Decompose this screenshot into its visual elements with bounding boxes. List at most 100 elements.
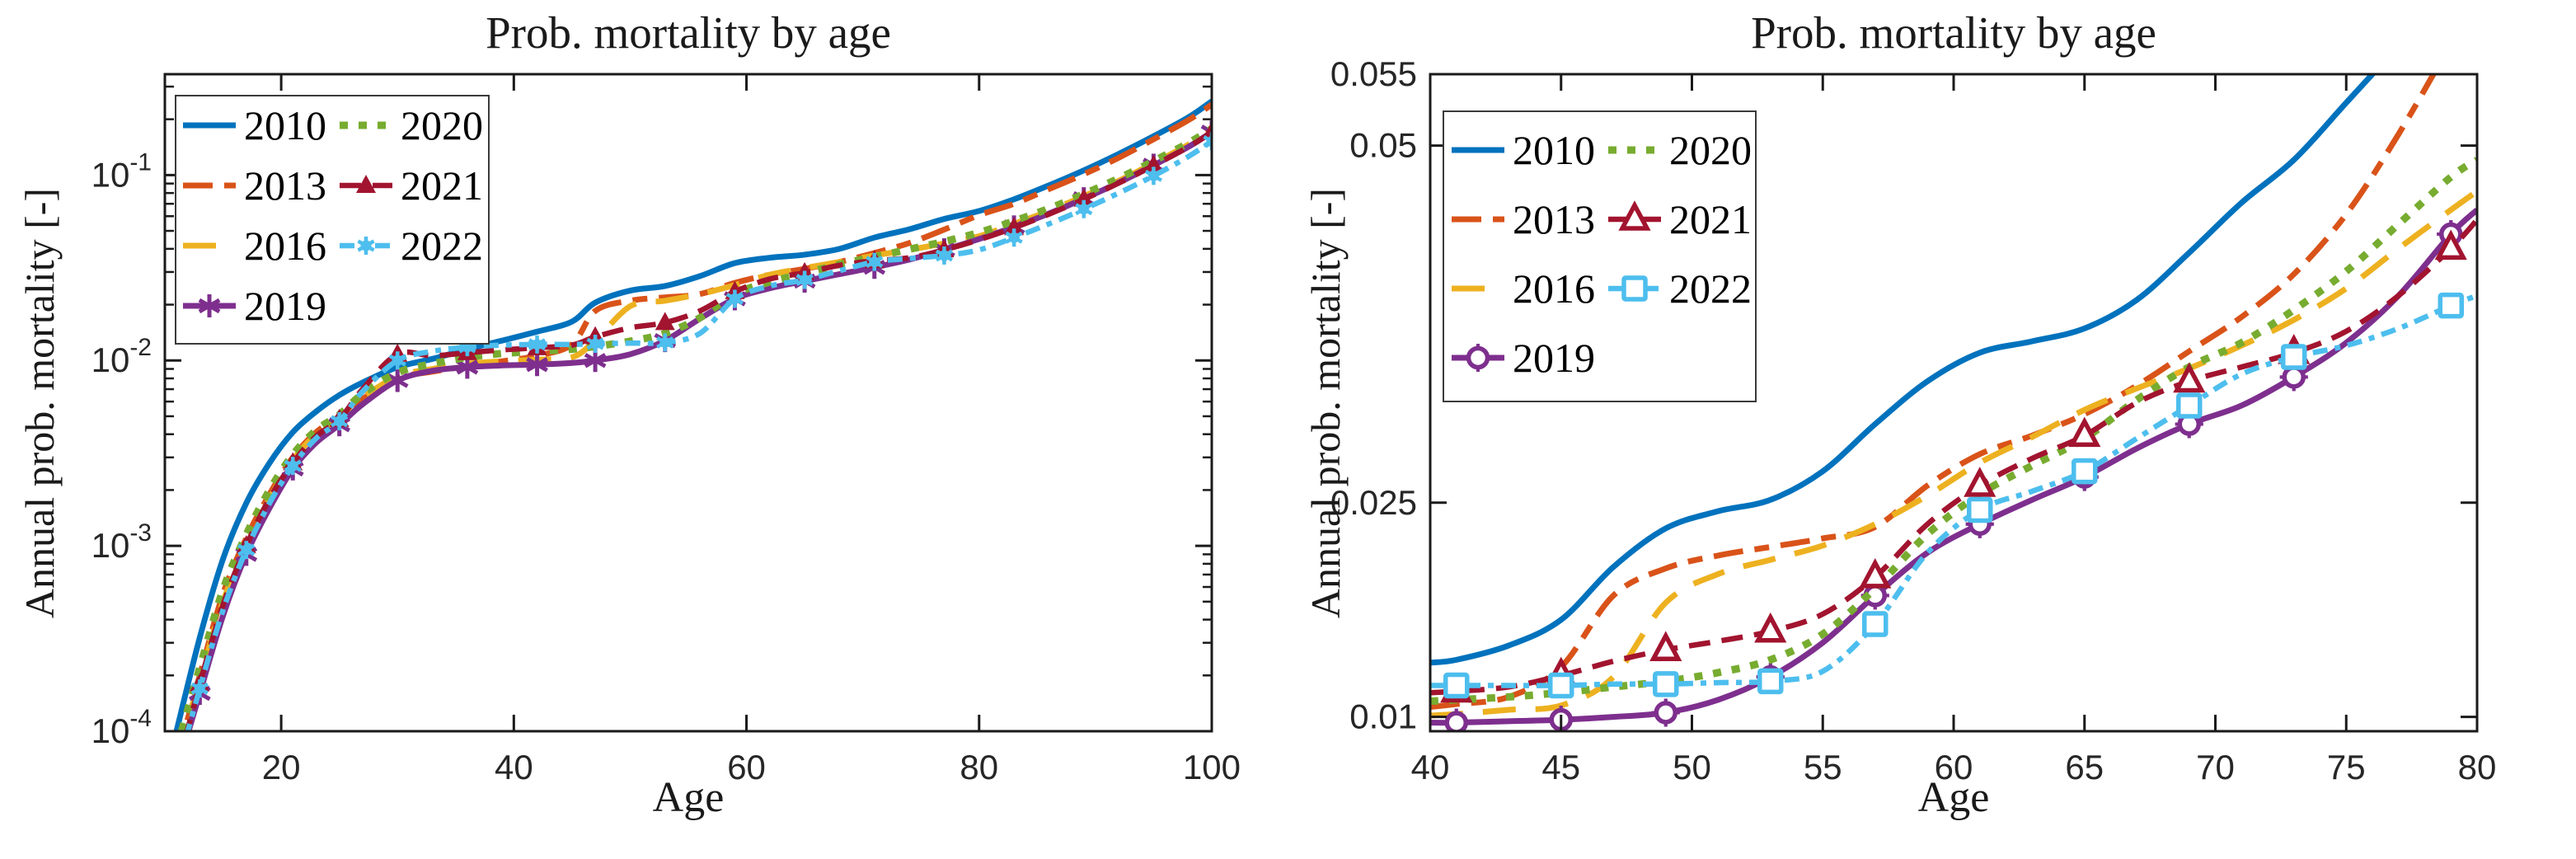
tri-open-marker <box>1649 631 1682 661</box>
sq-open-marker <box>1653 671 1679 697</box>
tri-open-marker <box>2434 229 2467 261</box>
series-2022 <box>185 132 1212 731</box>
legend-label: 2021 <box>401 162 483 209</box>
series-2020 <box>1430 157 2477 706</box>
circlestar-marker <box>1651 698 1680 727</box>
plot-area <box>173 98 1212 731</box>
dotstar-marker <box>388 351 406 370</box>
legend-entry-2013: 2013 <box>1452 196 1595 242</box>
tri-filled-marker <box>655 312 675 331</box>
legend-label: 2013 <box>244 162 326 209</box>
x-tick-label: 40 <box>1411 748 1450 786</box>
legend-entry-2013: 2013 <box>183 162 326 209</box>
y-tick-label: 0.05 <box>1349 126 1417 165</box>
dotstar-marker <box>1005 228 1023 247</box>
sq-open-marker <box>1757 668 1784 695</box>
left-chart: 20 40 60 80 10010-410-310-210-12010201320162… <box>91 73 1241 786</box>
legend-entry-2021: 2021 <box>340 162 483 209</box>
legend-entry-2010: 2010 <box>183 102 326 148</box>
legend-entry-2019: 2019 <box>1452 335 1595 381</box>
series-line-2010 <box>1430 74 2377 666</box>
sq-open-marker <box>1548 672 1574 699</box>
series-line-2022 <box>1430 293 2477 688</box>
legend: 2010 2013 2016 2019 2020 2021 2022 <box>175 95 490 345</box>
dotstar-marker <box>935 246 954 265</box>
dotstar-marker <box>656 333 674 352</box>
axes: 20 40 60 80 100 10-4 10-3 10-2 10-1 <box>91 73 1241 786</box>
legend-label: 2016 <box>244 223 326 269</box>
legend-entry-2016: 2016 <box>183 223 326 269</box>
x-tick-label: 65 <box>2065 748 2104 786</box>
legend-label: 2020 <box>401 102 483 148</box>
dotstar-marker <box>866 252 884 271</box>
legend-box <box>175 95 490 345</box>
tri-open-marker <box>1754 612 1787 643</box>
y-tick-label: 0.01 <box>1349 697 1417 736</box>
legend-entry-2021: 2021 <box>1608 196 1752 242</box>
right-chart-title: Prob. mortality by age <box>1751 7 2156 58</box>
plot-area <box>1430 74 2477 731</box>
tri-open-marker <box>1618 200 1651 231</box>
sq-open-marker <box>2072 458 2098 485</box>
series-line-2010 <box>173 98 1212 731</box>
legend-entry-2019: 2019 <box>183 283 326 329</box>
sq-open-marker <box>1443 672 1470 699</box>
tri-filled-marker <box>1004 217 1025 236</box>
tri-open-marker <box>1964 467 1997 497</box>
dotstar-marker <box>586 335 604 354</box>
y-tick-label: 10-3 <box>91 519 152 565</box>
dotstar-marker <box>1075 199 1093 218</box>
legend-label: 2020 <box>1669 127 1752 173</box>
dotstar-marker <box>1203 132 1212 151</box>
dotstar-marker <box>357 237 375 255</box>
tri-filled-marker <box>1143 154 1164 173</box>
right-chart: 40 45 50 55 60 65 70 75 80 0.01 0.025 0.05 0.055 2010… <box>1330 54 2496 786</box>
sq-open-marker <box>1862 611 1889 637</box>
sq-open-marker <box>2176 392 2203 419</box>
legend-label: 2022 <box>1669 265 1752 312</box>
legend-entry-2020: 2020 <box>1608 127 1752 173</box>
left-y-axis-label: Annual prob. mortality [-] <box>16 187 63 619</box>
y-tick-label: 10-1 <box>91 148 152 194</box>
series-2016 <box>1430 189 2477 719</box>
legend-label: 2019 <box>1513 335 1595 381</box>
series-line-2016 <box>1430 189 2477 719</box>
tri-filled-marker <box>1073 188 1094 207</box>
dotstar-marker <box>725 289 744 308</box>
series-line-2020 <box>1430 157 2477 706</box>
circlestar-marker <box>1464 344 1492 372</box>
dotstar-marker <box>795 270 814 289</box>
legend-entry-2022: 2022 <box>1608 265 1752 312</box>
sq-open-marker <box>1967 496 1993 523</box>
x-tick-label: 100 <box>1183 748 1241 786</box>
x-tick-label: 40 <box>495 748 533 786</box>
legend-entry-2020: 2020 <box>340 102 483 148</box>
series-2010 <box>173 98 1212 731</box>
y-tick-label: 0.025 <box>1330 483 1417 522</box>
asterisk-marker <box>526 353 548 377</box>
right-x-axis-label: Age <box>1917 774 1990 821</box>
sq-open-marker <box>2281 344 2307 370</box>
series-2020 <box>177 125 1212 731</box>
legend-entry-2010: 2010 <box>1452 127 1595 173</box>
x-tick-label: 60 <box>727 748 766 786</box>
x-tick-label: 50 <box>1673 748 1711 786</box>
x-tick-label: 75 <box>2327 748 2366 786</box>
legend: 2010 2013 2016 2019 2020 2021 2022 <box>1443 110 1757 402</box>
x-tick-label: 80 <box>960 748 998 786</box>
y-tick-label: 10-4 <box>91 705 152 750</box>
asterisk-marker <box>386 368 409 392</box>
dotstar-marker <box>331 411 349 430</box>
x-tick-label: 70 <box>2196 748 2235 786</box>
legend-label: 2019 <box>244 283 326 329</box>
x-tick-label: 45 <box>1541 748 1580 786</box>
circlestar-marker <box>1442 708 1471 731</box>
series-line-2021 <box>1430 218 2477 696</box>
left-chart-title: Prob. mortality by age <box>486 7 891 58</box>
plot-border <box>163 73 1213 733</box>
legend-label: 2013 <box>1513 196 1595 242</box>
y-tick-label: 10-2 <box>91 334 152 379</box>
series-2022 <box>1430 292 2477 699</box>
right-y-axis-label: Annual prob. mortality [-] <box>1302 187 1349 619</box>
series-2013 <box>1430 74 2438 711</box>
